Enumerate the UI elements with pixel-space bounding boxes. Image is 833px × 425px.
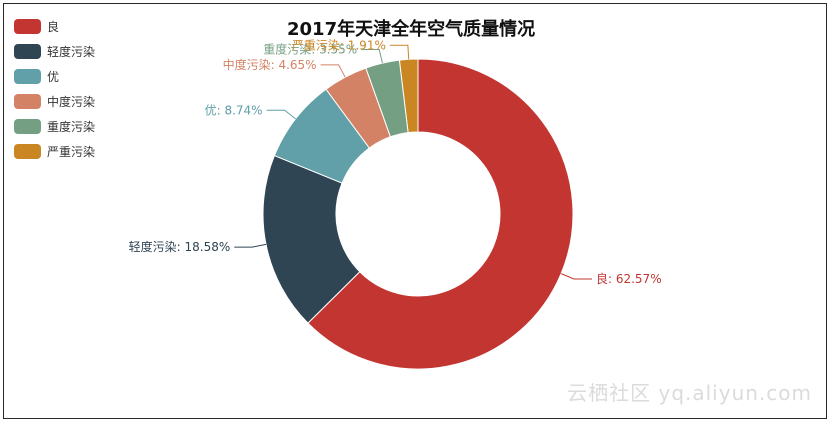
legend-label: 中度污染 [47,95,96,109]
watermark: 云栖社区 yq.aliyun.com [567,381,812,405]
slice-label: 优: 8.74% [205,103,263,117]
legend-item-excellent[interactable]: 优 [14,64,95,89]
chart-title: 2017年天津全年空气质量情况 [287,19,536,40]
legend-swatch [14,119,41,134]
slice-label: 轻度污染: 18.58% [129,239,231,254]
legend-swatch [14,144,41,159]
donut-slice[interactable] [398,58,419,134]
slice-label: 重度污染: 3.55% [263,42,357,57]
legend-swatch [14,69,41,84]
leader-line [266,109,296,120]
legend-swatch [14,19,41,34]
legend-item-light-pollution[interactable]: 轻度污染 [14,39,95,64]
chart-frame: 良: 62.57% 轻度污染: 18.58% 优: 8.74% 中度污染: 4.65%… [3,3,827,419]
legend-item-heavy-pollution[interactable]: 重度污染 [14,114,95,139]
slice-label: 中度污染: 4.65% [223,57,317,72]
leader-line [389,44,410,60]
slice-label: 严重污染: 1.91% [292,37,386,52]
leader-line [320,64,346,78]
leader-line [361,49,383,64]
legend-label: 重度污染 [47,120,96,134]
legend-item-severe-pollution[interactable]: 严重污染 [14,139,95,164]
leader-line [234,243,267,248]
leader-line [560,273,592,280]
legend-item-moderate-pollution[interactable]: 中度污染 [14,89,95,114]
legend-label: 轻度污染 [47,45,96,59]
legend-label: 严重污染 [47,145,96,159]
donut-slice[interactable] [307,58,574,370]
legend-item-good[interactable]: 良 [14,14,95,39]
donut-slice[interactable] [262,154,361,324]
legend-swatch [14,44,41,59]
legend: 良 轻度污染 优 中度污染 重度污染 严重污染 [14,14,95,164]
slice-label: 良: 62.57% [596,271,662,286]
legend-label: 良 [47,20,60,34]
donut-chart: 良: 62.57% 轻度污染: 18.58% 优: 8.74% 中度污染: 4.65%… [129,37,662,370]
legend-swatch [14,94,41,109]
legend-label: 优 [47,70,60,84]
